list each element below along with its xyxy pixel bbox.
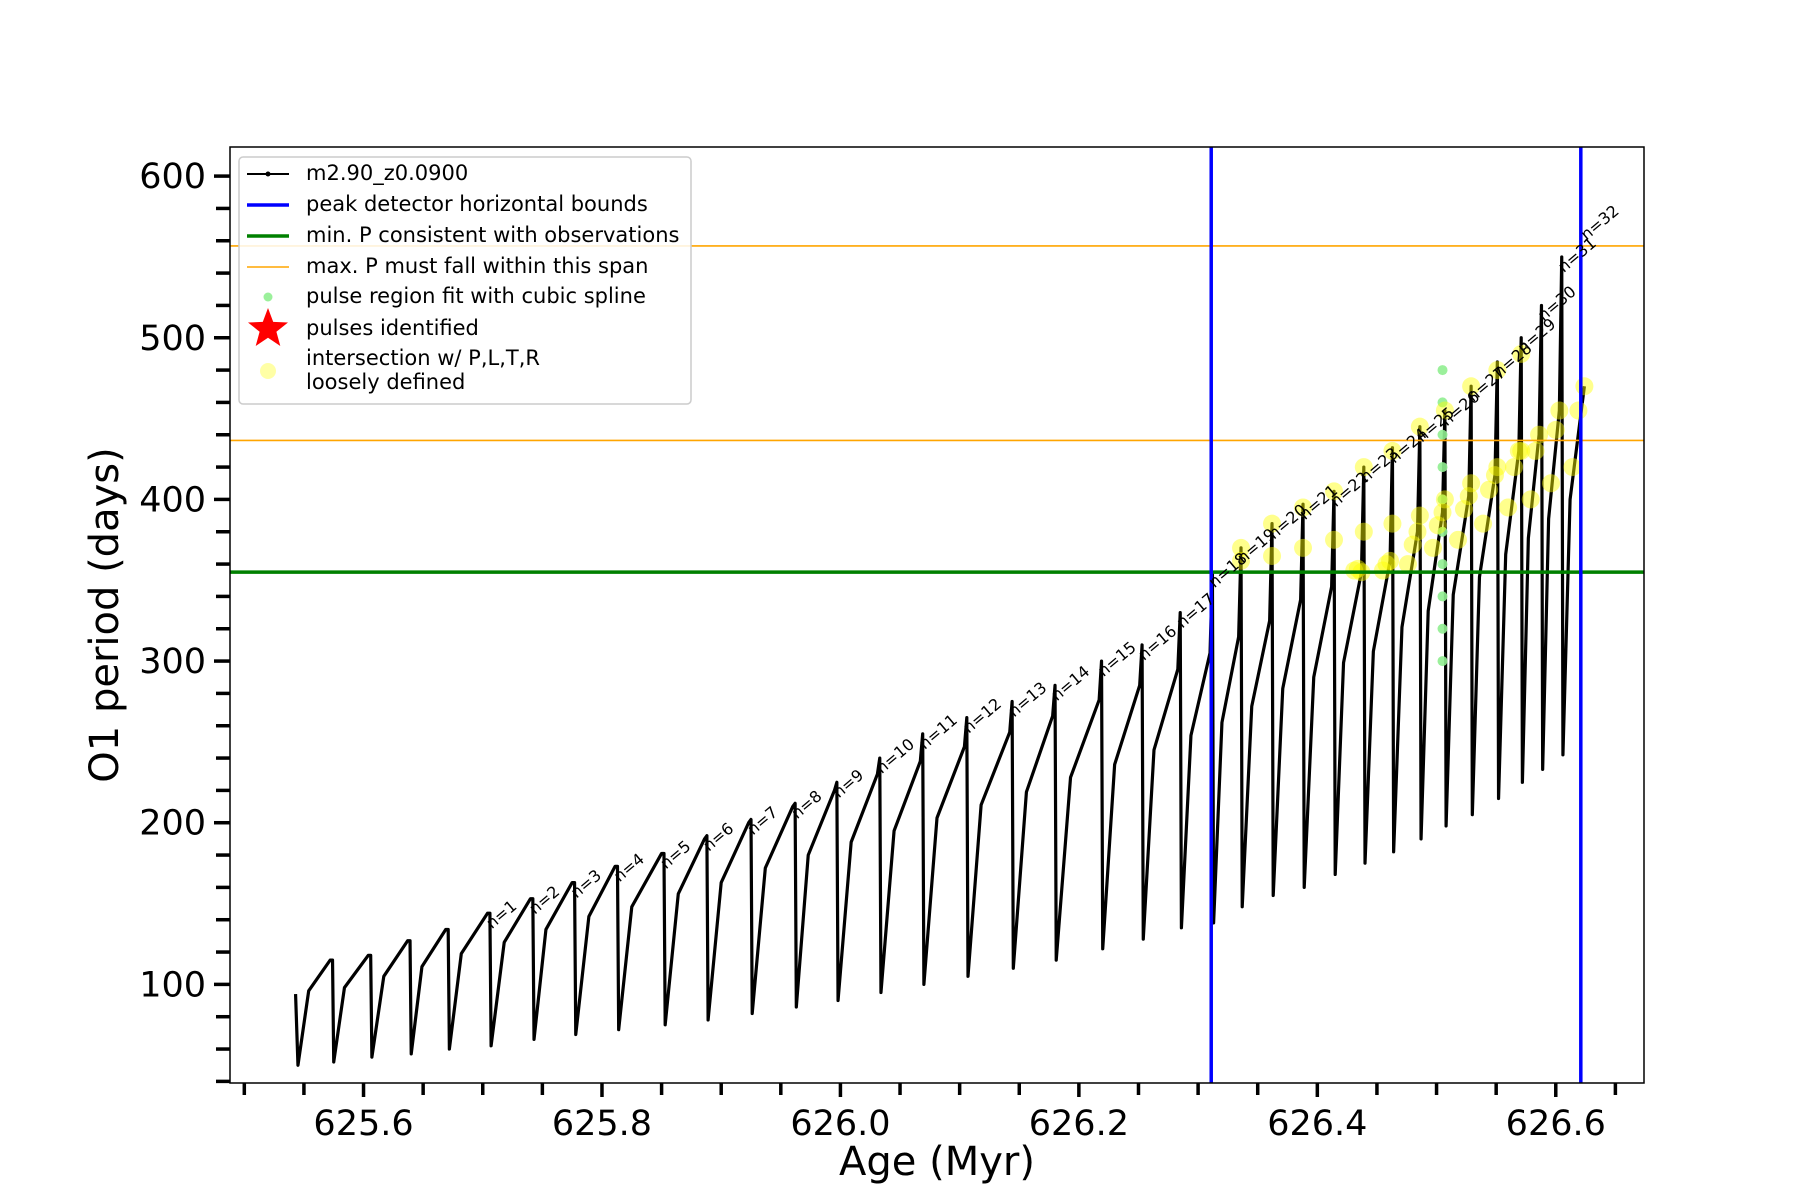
legend-handle <box>263 292 273 302</box>
x-tick-label: 625.6 <box>313 1104 413 1144</box>
y-tick-label: 600 <box>139 157 206 197</box>
scatter-point <box>1354 458 1373 477</box>
legend-box <box>238 156 692 405</box>
scatter-point <box>1410 506 1429 525</box>
scatter-point <box>1437 656 1448 667</box>
scatter-point <box>1435 401 1454 420</box>
legend-label: pulses identified <box>306 316 479 340</box>
scatter-point <box>1377 555 1396 574</box>
scatter-point <box>1437 365 1448 376</box>
scatter-point <box>1542 474 1561 493</box>
legend-label: pulse region fit with cubic spline <box>306 284 646 308</box>
scatter-point <box>1512 344 1531 363</box>
x-tick-label: 626.6 <box>1506 1104 1606 1144</box>
scatter-point <box>1454 500 1473 519</box>
scatter-point <box>1437 397 1448 408</box>
scatter-point <box>1294 538 1313 557</box>
scatter-point <box>1435 490 1454 509</box>
scatter-point <box>1480 480 1499 499</box>
legend-handle-marker <box>265 171 271 177</box>
scatter-point <box>1433 503 1452 522</box>
scatter-point <box>1563 458 1582 477</box>
scatter-point <box>1437 494 1448 505</box>
legend-label: peak detector horizontal bounds <box>306 192 648 216</box>
scatter-point <box>1569 401 1588 420</box>
y-axis-label: O1 period (days) <box>82 447 128 782</box>
scatter-point <box>1488 361 1507 380</box>
y-tick-label: 100 <box>139 965 206 1005</box>
scatter-point <box>1408 522 1427 541</box>
axes-frame <box>229 146 1645 1084</box>
x-tick-label: 625.8 <box>552 1104 652 1144</box>
scatter-point <box>1403 535 1422 554</box>
scatter-point <box>1509 441 1528 460</box>
x-tick-label: 626.4 <box>1267 1104 1367 1144</box>
scatter-point <box>1550 401 1569 420</box>
scatter-point <box>1512 441 1531 460</box>
scatter-point <box>1381 551 1400 570</box>
scatter-point <box>1505 458 1524 477</box>
scatter-point <box>1398 555 1417 574</box>
scatter-point <box>1437 591 1448 602</box>
scatter-point <box>1410 417 1429 436</box>
scatter-point <box>1325 530 1344 549</box>
scatter-point <box>1294 498 1313 517</box>
scatter-point <box>1437 429 1448 440</box>
scatter-point <box>1462 474 1481 493</box>
scatter-point <box>1383 441 1402 460</box>
scatter-point <box>1437 462 1448 473</box>
y-tick-label: 300 <box>139 642 206 682</box>
legend-label: intersection w/ P,L,T,R loosely defined <box>306 346 540 394</box>
scatter-point <box>1462 377 1481 396</box>
legend-handle <box>248 308 288 346</box>
scatter-point <box>1232 538 1251 557</box>
scatter-point <box>1474 514 1493 533</box>
scatter-point <box>1437 623 1448 634</box>
x-tick-label: 626.2 <box>1029 1104 1129 1144</box>
scatter-point <box>1325 482 1344 501</box>
x-tick-label: 626.0 <box>790 1104 890 1144</box>
scatter-point <box>1263 514 1282 533</box>
legend-label: min. P consistent with observations <box>306 223 679 247</box>
scatter-point <box>1437 559 1448 570</box>
scatter-point <box>1383 514 1402 533</box>
scatter-point <box>1449 530 1468 549</box>
scatter-point <box>1263 546 1282 565</box>
scatter-point <box>1521 490 1540 509</box>
x-axis-label: Age (Myr) <box>839 1139 1035 1185</box>
scatter-point <box>1485 466 1504 485</box>
y-tick-label: 200 <box>139 804 206 844</box>
scatter-point <box>1437 526 1448 537</box>
scatter-point <box>1488 458 1507 477</box>
scatter-point <box>1526 441 1545 460</box>
scatter-point <box>1459 487 1478 506</box>
scatter-point <box>1423 538 1442 557</box>
legend-label: max. P must fall within this span <box>306 254 648 278</box>
y-tick-label: 500 <box>139 319 206 359</box>
scatter-point <box>1354 522 1373 541</box>
scatter-point <box>1530 425 1549 444</box>
scatter-point <box>1499 498 1518 517</box>
legend-handle <box>260 363 276 379</box>
scatter-point <box>1232 551 1251 570</box>
scatter-point <box>1428 516 1447 535</box>
scatter-point <box>1546 420 1565 439</box>
scatter-point <box>1575 377 1594 396</box>
y-tick-label: 400 <box>139 480 206 520</box>
legend-label: m2.90_z0.0900 <box>306 161 468 186</box>
